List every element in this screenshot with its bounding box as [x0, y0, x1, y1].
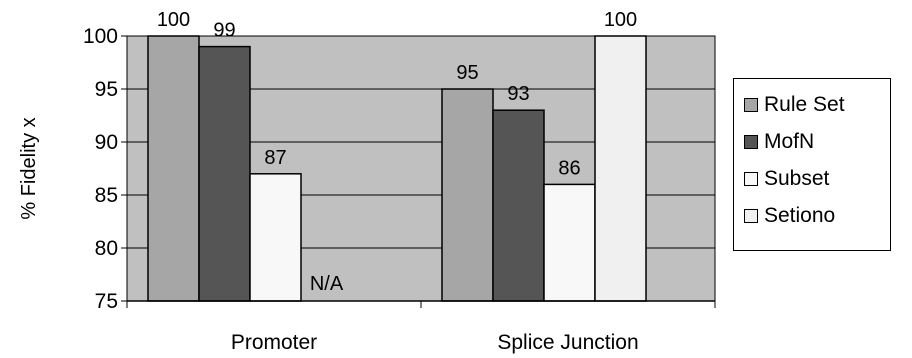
legend-swatch: [744, 172, 758, 186]
legend-swatch: [744, 98, 758, 112]
y-tick-label: 95: [95, 78, 118, 101]
legend-label: MofN: [764, 130, 815, 153]
legend-swatch: [744, 135, 758, 149]
data-label: 99: [213, 20, 235, 42]
y-tick-label: 80: [95, 237, 118, 260]
bar: [147, 35, 200, 302]
bar: [249, 173, 302, 302]
legend-item: Rule Set: [744, 92, 845, 118]
data-label: 86: [558, 157, 580, 179]
data-label: 95: [456, 62, 478, 84]
bar: [594, 35, 647, 302]
y-tick-label: 100: [83, 25, 118, 48]
bar: [543, 183, 596, 302]
data-label: 87: [264, 147, 286, 169]
bar: [492, 109, 545, 302]
y-tick-label: 85: [95, 184, 118, 207]
legend-item: Subset: [744, 166, 829, 192]
y-tick-label: 90: [95, 131, 118, 154]
legend-swatch: [744, 209, 758, 223]
legend-label: Setiono: [764, 204, 836, 227]
y-axis-label: % Fidelity x: [18, 117, 40, 220]
data-label: N/A: [310, 273, 344, 295]
data-label: 93: [507, 83, 529, 105]
bar: [441, 88, 494, 302]
x-category-label: Splice Junction: [497, 331, 638, 354]
bar: [198, 45, 251, 302]
legend-item: Setiono: [744, 203, 835, 229]
legend-label: Subset: [764, 167, 830, 190]
legend: Rule Set MofN Subset Setiono: [733, 78, 891, 251]
x-category-label: Promoter: [231, 331, 317, 354]
legend-item: MofN: [744, 129, 814, 155]
data-label: 100: [604, 9, 637, 31]
legend-label: Rule Set: [764, 93, 845, 116]
y-tick-label: 75: [95, 290, 118, 313]
data-label: 100: [157, 9, 190, 31]
